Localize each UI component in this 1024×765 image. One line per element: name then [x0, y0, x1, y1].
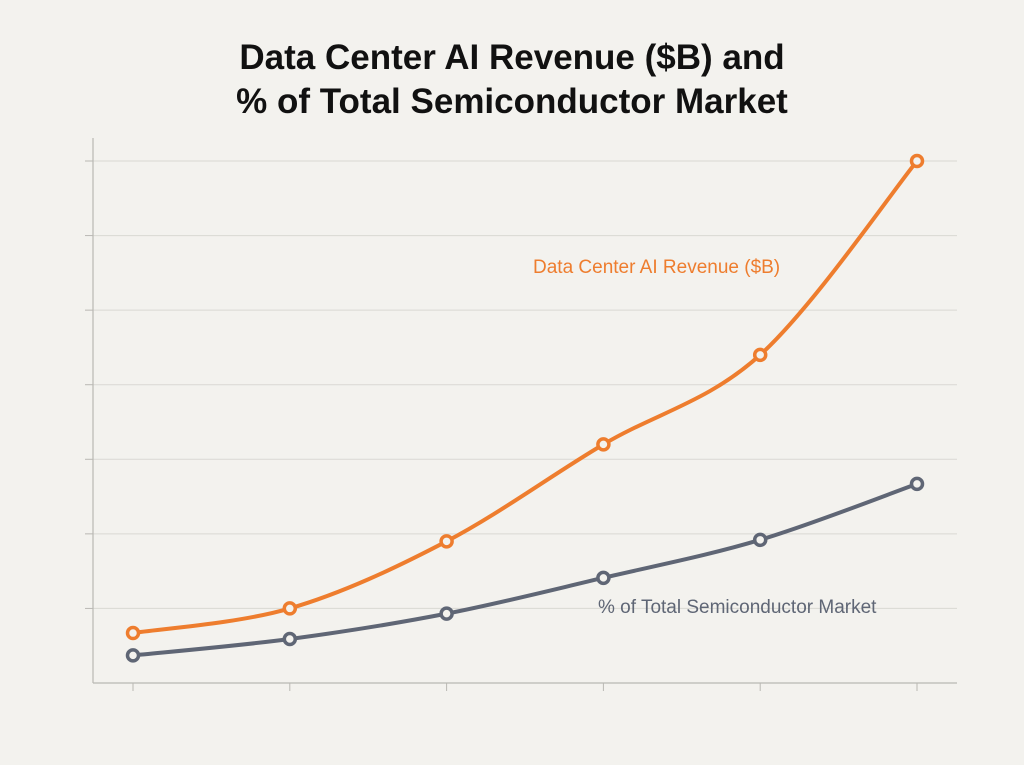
series-line-1 — [131, 481, 919, 658]
chart-title: Data Center AI Revenue ($B) and % of Tot… — [0, 36, 1024, 124]
data-point — [596, 437, 611, 452]
data-point — [909, 153, 925, 169]
chart-title-line-1: Data Center AI Revenue ($B) and — [239, 38, 785, 77]
data-point — [282, 601, 298, 616]
series-label-share: % of Total Semiconductor Market — [598, 597, 877, 618]
data-point — [752, 347, 768, 363]
chart-title-line-2: % of Total Semiconductor Market — [236, 82, 788, 121]
data-point — [596, 570, 611, 586]
data-point — [752, 532, 768, 548]
series-label-revenue: Data Center AI Revenue ($B) — [533, 257, 780, 278]
data-point — [125, 625, 141, 641]
series-line-0 — [131, 159, 919, 636]
data-point — [282, 631, 298, 647]
data-point — [439, 534, 454, 549]
data-point — [909, 476, 925, 492]
data-point — [125, 648, 141, 663]
data-point — [439, 606, 454, 621]
